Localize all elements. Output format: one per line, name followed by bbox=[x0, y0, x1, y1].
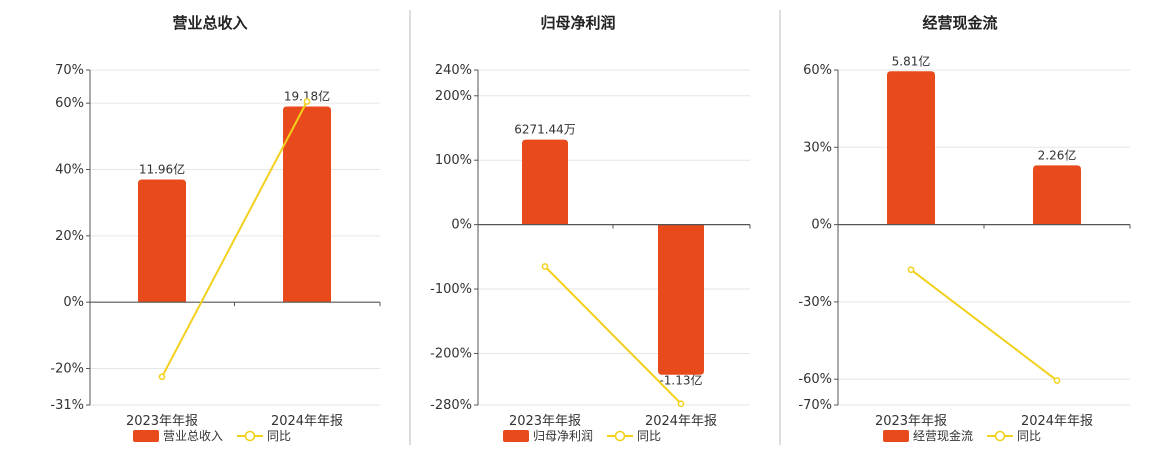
y-tick-label: 20% bbox=[55, 229, 84, 244]
bar-data-label: 2.26亿 bbox=[1038, 147, 1077, 162]
x-category-label: 2023年年报 bbox=[126, 414, 198, 429]
yoy-point bbox=[677, 400, 685, 408]
legend-bar-label: 营业总收入 bbox=[163, 429, 223, 443]
legend-bar-swatch bbox=[883, 430, 909, 442]
bar bbox=[522, 139, 568, 225]
y-tick-label: -70% bbox=[798, 398, 832, 413]
y-tick-label: 200% bbox=[435, 89, 472, 104]
legend-bar-label: 归母净利润 bbox=[533, 429, 593, 443]
y-tick-label: 100% bbox=[435, 153, 472, 168]
legend-bar-swatch bbox=[133, 430, 159, 442]
bar bbox=[887, 71, 935, 225]
legend-line-label: 同比 bbox=[637, 429, 661, 443]
y-tick-label: -200% bbox=[430, 346, 472, 361]
y-tick-label: -30% bbox=[798, 295, 832, 310]
y-tick-label: -60% bbox=[798, 372, 832, 387]
x-category-label: 2024年年报 bbox=[1021, 414, 1093, 429]
yoy-point bbox=[1053, 377, 1061, 384]
y-tick-label: 0% bbox=[811, 218, 832, 233]
yoy-point bbox=[303, 98, 311, 105]
bar-data-label: 5.81亿 bbox=[892, 53, 931, 68]
legend-line-marker bbox=[244, 430, 256, 442]
y-tick-label: -31% bbox=[50, 398, 84, 413]
legend-line-label: 同比 bbox=[1017, 429, 1041, 443]
yoy-point bbox=[158, 373, 166, 381]
y-tick-label: -280% bbox=[430, 398, 472, 413]
y-tick-label: 30% bbox=[803, 140, 832, 155]
yoy-line bbox=[161, 101, 308, 378]
bar bbox=[658, 224, 704, 375]
bar-data-label: 11.96亿 bbox=[139, 161, 185, 176]
legend-line-label: 同比 bbox=[267, 429, 291, 443]
x-category-label: 2024年年报 bbox=[645, 414, 717, 429]
legend-line-marker bbox=[614, 430, 626, 442]
chart-title: 营业总收入 bbox=[172, 14, 247, 32]
yoy-line bbox=[910, 268, 1058, 382]
x-category-label: 2023年年报 bbox=[875, 414, 947, 429]
chart-title: 经营现金流 bbox=[922, 14, 997, 32]
legend-bar-swatch bbox=[503, 430, 529, 442]
bar-data-label: 19.18亿 bbox=[284, 88, 330, 103]
y-tick-label: 240% bbox=[435, 63, 472, 78]
y-tick-label: -20% bbox=[50, 362, 84, 377]
y-tick-label: 0% bbox=[451, 218, 472, 233]
bar-data-label: 6271.44万 bbox=[514, 123, 576, 137]
legend-bar-label: 经营现金流 bbox=[913, 428, 973, 443]
y-tick-label: 60% bbox=[55, 96, 84, 111]
y-tick-label: 70% bbox=[55, 63, 84, 78]
bar bbox=[138, 179, 186, 303]
bar-data-label: -1.13亿 bbox=[659, 373, 702, 388]
yoy-line bbox=[544, 265, 682, 405]
x-category-label: 2023年年报 bbox=[509, 414, 581, 429]
bar bbox=[283, 106, 331, 303]
bar bbox=[1033, 165, 1081, 225]
yoy-point bbox=[907, 266, 915, 274]
x-category-label: 2024年年报 bbox=[271, 414, 343, 429]
yoy-point bbox=[541, 263, 549, 270]
y-tick-label: 60% bbox=[803, 63, 832, 78]
y-tick-label: 40% bbox=[55, 163, 84, 178]
y-tick-label: 0% bbox=[63, 295, 84, 310]
legend-line-marker bbox=[994, 430, 1006, 442]
chart-title: 归母净利润 bbox=[540, 14, 615, 32]
y-tick-label: -100% bbox=[430, 282, 472, 297]
